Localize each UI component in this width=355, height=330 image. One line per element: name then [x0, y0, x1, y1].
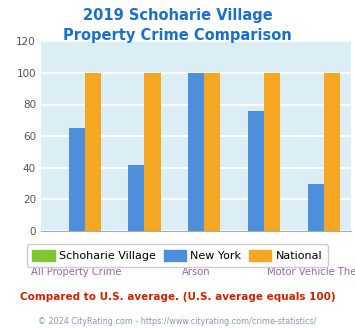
- Text: 2019 Schoharie Village: 2019 Schoharie Village: [83, 8, 272, 23]
- Text: © 2024 CityRating.com - https://www.cityrating.com/crime-statistics/: © 2024 CityRating.com - https://www.city…: [38, 317, 317, 326]
- Text: Burglary: Burglary: [115, 250, 158, 260]
- Bar: [144, 73, 160, 231]
- Bar: [188, 73, 204, 231]
- Text: Property Crime Comparison: Property Crime Comparison: [63, 28, 292, 43]
- Bar: [129, 165, 144, 231]
- Legend: Schoharie Village, New York, National: Schoharie Village, New York, National: [27, 245, 328, 267]
- Text: Compared to U.S. average. (U.S. average equals 100): Compared to U.S. average. (U.S. average …: [20, 292, 335, 302]
- Bar: [264, 73, 280, 231]
- Text: Larceny & Theft: Larceny & Theft: [216, 250, 296, 260]
- Bar: [324, 73, 340, 231]
- Bar: [204, 73, 220, 231]
- Bar: [307, 183, 324, 231]
- Bar: [248, 111, 264, 231]
- Bar: [69, 128, 85, 231]
- Text: Arson: Arson: [182, 267, 211, 277]
- Bar: [85, 73, 101, 231]
- Text: Motor Vehicle Theft: Motor Vehicle Theft: [267, 267, 355, 277]
- Text: All Property Crime: All Property Crime: [31, 267, 122, 277]
